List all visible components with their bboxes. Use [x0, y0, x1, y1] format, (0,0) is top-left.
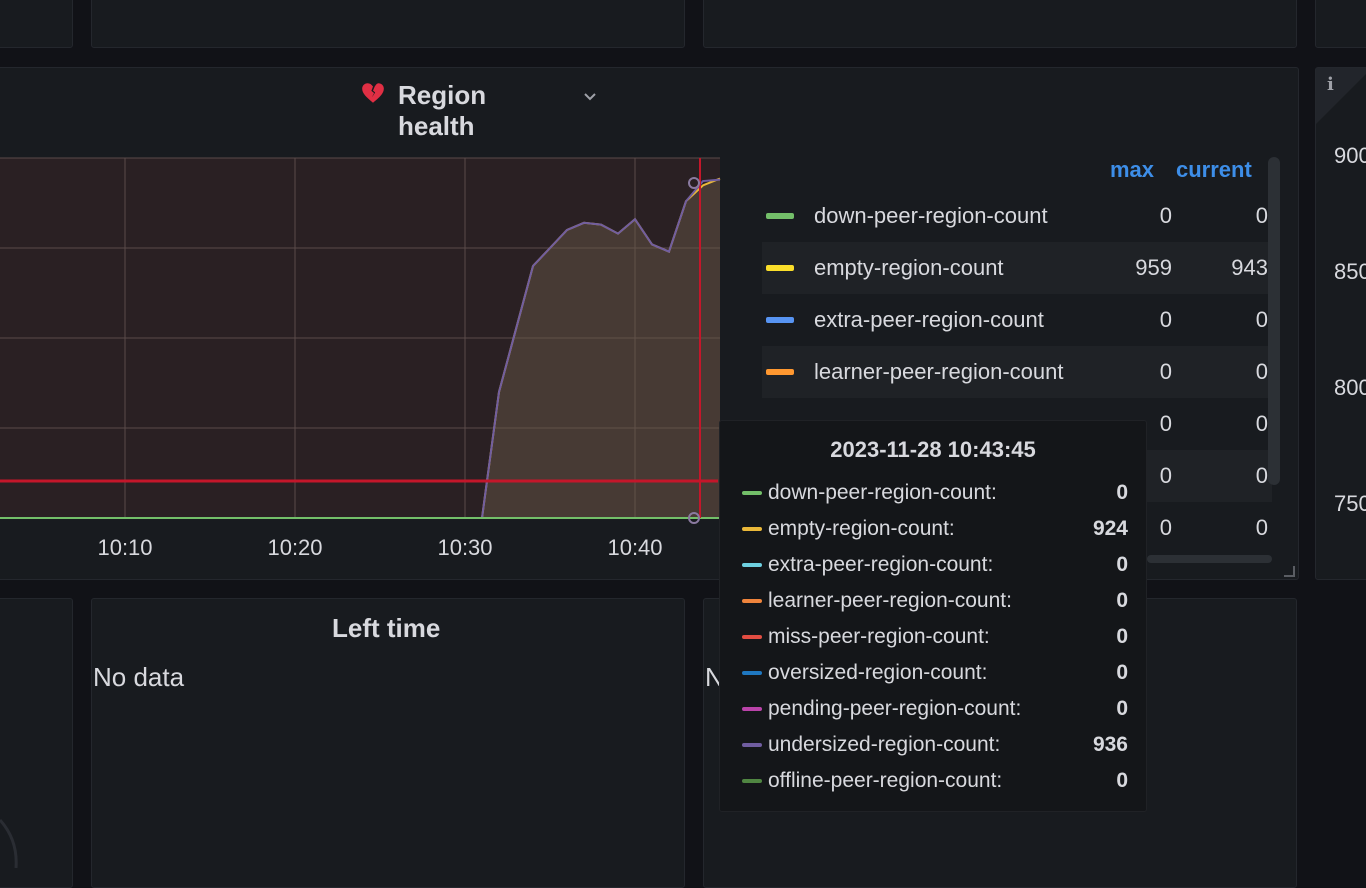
right-y-tick-label: 900 — [1334, 143, 1366, 168]
chart-points — [688, 177, 700, 524]
legend-swatch — [766, 369, 794, 375]
legend-current-value: 0 — [1255, 307, 1268, 332]
info-corner[interactable] — [1316, 68, 1366, 124]
graph-tooltip: 2023-11-28 10:43:45 down-peer-region-cou… — [719, 420, 1147, 812]
legend-series-name[interactable]: down-peer-region-count — [814, 203, 1048, 228]
legend-max-value: 959 — [1135, 255, 1172, 280]
tooltip-row: offline-peer-region-count: 0 — [742, 765, 1128, 801]
legend-current-value: 0 — [1255, 515, 1268, 540]
tooltip-value: 0 — [1116, 481, 1128, 504]
tooltip-swatch — [742, 707, 762, 711]
legend-max-value: 0 — [1159, 359, 1172, 384]
tooltip-swatch — [742, 491, 762, 495]
no-data-text: No data — [93, 662, 185, 692]
tooltip-swatch — [742, 599, 762, 603]
left-time-title: Left time — [332, 613, 441, 643]
legend-series-name[interactable]: learner-peer-region-count — [814, 359, 1064, 384]
tooltip-series-name: empty-region-count: — [768, 517, 955, 540]
tooltip-series-name: offline-peer-region-count: — [768, 769, 1003, 792]
hover-point-upper — [688, 177, 700, 189]
top-panel-right — [703, 0, 1297, 48]
panel-title: Region health — [398, 80, 487, 141]
legend-current-value: 0 — [1255, 411, 1268, 436]
tooltip-value: 0 — [1116, 697, 1128, 720]
legend-swatch — [766, 213, 794, 219]
tooltip-swatch — [742, 743, 762, 747]
top-panel-left — [0, 0, 73, 48]
tooltip-swatch — [742, 671, 762, 675]
legend-header-max[interactable]: max — [1110, 157, 1155, 182]
legend-swatch — [766, 265, 794, 271]
top-panel-middle — [91, 0, 685, 48]
chart-grid — [0, 157, 720, 518]
tooltip-row: oversized-region-count: 0 — [742, 657, 1128, 693]
tooltip-value: 0 — [1116, 589, 1128, 612]
tooltip-value: 936 — [1092, 733, 1128, 756]
tooltip-swatch — [742, 527, 762, 531]
top-panel-far-right — [1315, 0, 1366, 48]
hover-point-lower — [688, 512, 700, 524]
tooltip-series-name: extra-peer-region-count: — [768, 553, 994, 576]
x-tick-label: 10:40 — [607, 535, 663, 560]
legend-max-value: 0 — [1159, 307, 1172, 332]
left-time-panel — [91, 598, 685, 888]
tooltip-series-name: miss-peer-region-count: — [768, 625, 990, 648]
tooltip-row: miss-peer-region-count: 0 — [742, 621, 1128, 657]
tooltip-row: empty-region-count: 924 — [742, 513, 1128, 549]
legend-header-current[interactable]: current — [1176, 157, 1252, 182]
info-icon[interactable]: i — [1327, 74, 1334, 95]
tooltip-value: 0 — [1116, 553, 1128, 576]
tooltip-time: 2023-11-28 10:43:45 — [830, 437, 1036, 462]
legend-series-name[interactable]: extra-peer-region-count — [814, 307, 1044, 332]
tooltip-series-name: pending-peer-region-count: — [768, 697, 1022, 720]
legend-max-value: 0 — [1159, 463, 1172, 488]
right-y-tick-label: 750 — [1334, 491, 1366, 516]
legend-current-value: 0 — [1255, 463, 1268, 488]
tooltip-row: undersized-region-count: 936 — [742, 729, 1128, 765]
resize-handle-icon[interactable] — [1284, 566, 1295, 577]
tooltip-series-name: down-peer-region-count: — [768, 481, 997, 504]
x-tick-label: 10:10 — [97, 535, 153, 560]
chart-areas — [0, 177, 721, 519]
right-stat-panel — [1315, 67, 1366, 580]
tooltip-value: 0 — [1116, 625, 1128, 648]
right-y-tick-label: 850 — [1334, 259, 1366, 284]
legend-row[interactable]: extra-peer-region-count 0 0 — [762, 294, 1272, 346]
legend-swatch — [766, 317, 794, 323]
tooltip-swatch — [742, 635, 762, 639]
tooltip-value: 0 — [1116, 769, 1128, 792]
legend-current-value: 0 — [1255, 203, 1268, 228]
tooltip-row: extra-peer-region-count: 0 — [742, 549, 1128, 585]
tooltip-series-name: learner-peer-region-count: — [768, 589, 1012, 612]
tooltip-row: learner-peer-region-count: 0 — [742, 585, 1128, 621]
region-health-graph[interactable] — [0, 0, 1366, 868]
tooltip-value: 924 — [1092, 517, 1128, 540]
series-line-undersized-region-count — [0, 178, 721, 519]
legend-scrollbar[interactable] — [1268, 157, 1280, 485]
legend-current-value: 0 — [1255, 359, 1268, 384]
legend-series-name[interactable]: empty-region-count — [814, 255, 1004, 280]
series-area-empty-region-count — [0, 178, 720, 518]
broken-heart-icon — [360, 80, 386, 111]
x-tick-label: 10:30 — [437, 535, 493, 560]
legend-row[interactable]: down-peer-region-count 0 0 — [762, 190, 1272, 242]
legend-max-value: 0 — [1159, 515, 1172, 540]
tooltip-series-name: undersized-region-count: — [768, 733, 1001, 756]
legend-max-value: 0 — [1159, 411, 1172, 436]
right-y-tick-label: 800 — [1334, 375, 1366, 400]
tooltip-swatch — [742, 563, 762, 567]
x-tick-label: 10:20 — [267, 535, 323, 560]
legend-row[interactable]: empty-region-count 959 943 — [762, 242, 1272, 294]
legend-max-value: 0 — [1159, 203, 1172, 228]
tooltip-row: down-peer-region-count: 0 — [742, 477, 1128, 513]
bottom-left-arc — [0, 818, 18, 868]
tooltip-swatch — [742, 779, 762, 783]
tooltip-series-name: oversized-region-count: — [768, 661, 988, 684]
tooltip-row: pending-peer-region-count: 0 — [742, 693, 1128, 729]
legend-row[interactable]: learner-peer-region-count 0 0 — [762, 346, 1272, 398]
legend-current-value: 943 — [1231, 255, 1268, 280]
tooltip-value: 0 — [1116, 661, 1128, 684]
chevron-down-icon[interactable] — [582, 88, 598, 109]
legend-scrollbar-horizontal[interactable] — [1147, 555, 1272, 563]
